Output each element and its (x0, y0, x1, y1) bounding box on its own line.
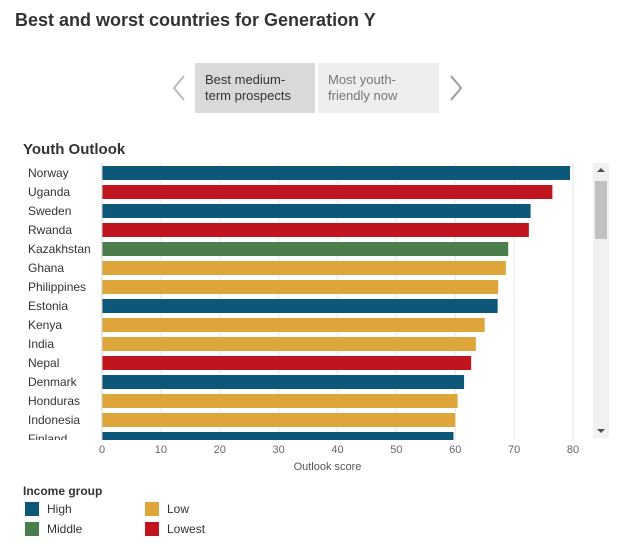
tab-most-youth-friendly-now[interactable]: Most youth-friendly now (318, 63, 439, 113)
category-label: Honduras (28, 394, 80, 408)
bar[interactable] (102, 318, 485, 332)
category-label: Rwanda (28, 223, 72, 237)
bar[interactable] (102, 356, 472, 370)
category-label: Finland (28, 432, 67, 440)
chart-plot-area[interactable]: Norway Uganda Sweden Rwanda Kazakhstan Ghana P… (20, 163, 585, 440)
bar[interactable] (102, 204, 531, 218)
chart-title: Youth Outlook (23, 141, 126, 158)
x-tick-label: 0 (99, 444, 105, 456)
category-label: Uganda (28, 185, 70, 199)
legend-label-low: Low (167, 502, 190, 516)
legend-label-middle: Middle (47, 522, 83, 536)
legend-swatch-middle (25, 522, 39, 536)
bar[interactable] (102, 166, 571, 180)
category-label: Nepal (28, 356, 59, 370)
scrollbar-thumb[interactable] (595, 181, 607, 239)
bar[interactable] (102, 242, 509, 256)
legend-swatch-high (25, 502, 39, 516)
x-tick-label: 40 (331, 444, 343, 456)
page-title: Best and worst countries for Generation … (15, 10, 376, 30)
caret-down-icon[interactable] (593, 424, 609, 438)
category-label: Ghana (28, 261, 64, 275)
bar[interactable] (102, 394, 458, 408)
bar[interactable] (102, 223, 529, 237)
caret-up-icon[interactable] (593, 163, 609, 177)
bar[interactable] (102, 261, 506, 275)
x-axis-label: Outlook score (294, 461, 362, 473)
category-label: Norway (28, 166, 69, 180)
bar[interactable] (102, 280, 499, 294)
x-tick-label: 30 (273, 444, 285, 456)
x-tick-label: 70 (508, 444, 520, 456)
legend-swatch-lowest (145, 522, 159, 536)
category-label: Philippines (28, 280, 86, 294)
x-tick-label: 80 (567, 444, 579, 456)
bar[interactable] (102, 432, 454, 440)
category-label: Kazakhstan (28, 242, 91, 256)
bar[interactable] (102, 299, 498, 313)
chart-scrollbar[interactable] (593, 163, 609, 438)
view-toggle: Best medium-term prospects Most youth-fr… (169, 63, 469, 113)
category-label: Denmark (28, 375, 78, 389)
x-axis: 0 10 20 30 40 50 60 70 80 Outlook score (20, 440, 585, 476)
category-label: Sweden (28, 204, 71, 218)
x-tick-label: 20 (214, 444, 226, 456)
category-label: India (28, 337, 54, 351)
legend-title: Income group (23, 484, 103, 498)
tab-best-medium-term-prospects[interactable]: Best medium-term prospects (195, 63, 315, 113)
bar[interactable] (102, 375, 465, 389)
chevron-right-icon[interactable] (445, 63, 467, 113)
bar[interactable] (102, 185, 553, 199)
category-label: Kenya (28, 318, 62, 332)
x-tick-label: 60 (449, 444, 461, 456)
category-label: Estonia (28, 299, 68, 313)
legend-swatch-low (145, 502, 159, 516)
chevron-left-icon[interactable] (169, 63, 191, 113)
bar[interactable] (102, 337, 476, 351)
x-tick-label: 10 (155, 444, 167, 456)
x-tick-label: 50 (390, 444, 402, 456)
legend-label-lowest: Lowest (167, 522, 206, 536)
bar[interactable] (102, 413, 456, 427)
bar-chart: Norway Uganda Sweden Rwanda Kazakhstan Ghana P… (28, 163, 574, 440)
legend-label-high: High (47, 502, 72, 516)
category-label: Indonesia (28, 413, 80, 427)
